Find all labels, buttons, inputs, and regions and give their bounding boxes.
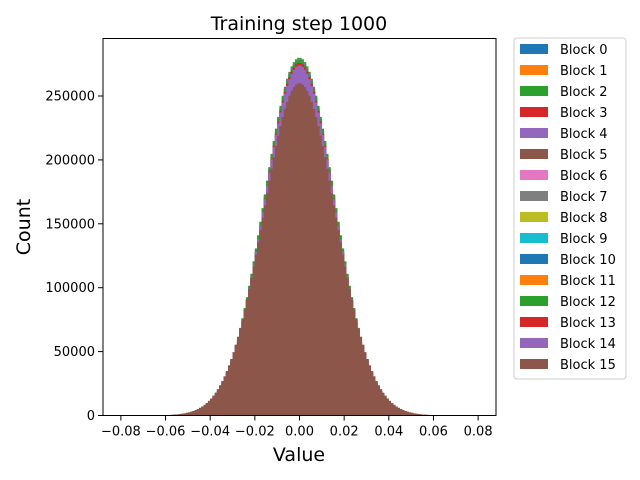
y-tick-label: 50000 (54, 345, 95, 360)
y-tick-label: 200000 (45, 153, 95, 168)
x-tick-label: −0.02 (235, 425, 275, 440)
y-axis-label: Count (13, 199, 35, 255)
histogram-series (143, 57, 456, 416)
y-tick-label: 250000 (45, 90, 95, 105)
legend-label: Block 13 (560, 316, 616, 331)
legend-label: Block 5 (560, 148, 608, 163)
legend-label: Block 6 (560, 169, 608, 184)
y-tick-label: 100000 (45, 281, 95, 296)
legend-swatch (520, 107, 548, 117)
legend-swatch (520, 128, 548, 138)
legend-label: Block 0 (560, 43, 608, 58)
legend-label: Block 10 (560, 253, 616, 268)
x-axis-label: Value (273, 444, 325, 466)
x-tick-label: 0.04 (374, 425, 403, 440)
legend-swatch (520, 191, 548, 201)
y-tick-label: 0 (87, 409, 95, 424)
legend-label: Block 14 (560, 337, 616, 352)
legend-label: Block 11 (560, 274, 616, 289)
legend-label: Block 8 (560, 211, 608, 226)
legend-swatch (520, 86, 548, 96)
plot-area (102, 38, 497, 416)
legend-label: Block 12 (560, 295, 616, 310)
chart-title: Training step 1000 (210, 13, 388, 35)
x-tick-label: −0.06 (146, 425, 186, 440)
legend-swatch (520, 275, 548, 285)
legend-swatch (520, 149, 548, 159)
x-tick-label: −0.08 (101, 425, 141, 440)
x-tick-label: 0.02 (330, 425, 359, 440)
legend: Block 0 Block 1 Block 2 Block 3 Block 4 Block… (513, 37, 627, 380)
legend-swatch (520, 359, 548, 369)
legend-swatch (520, 338, 548, 348)
legend-label: Block 4 (560, 127, 608, 142)
x-tick-label: −0.04 (190, 425, 230, 440)
x-tick-label: 0.06 (419, 425, 448, 440)
x-axis: −0.08 −0.06 −0.04 −0.02 0.00 0.02 0.04 0.06 0.08 (101, 415, 493, 440)
legend-label: Block 9 (560, 232, 608, 247)
legend-label: Block 1 (560, 64, 608, 79)
legend-swatch (520, 65, 548, 75)
legend-label: Block 7 (560, 190, 608, 205)
legend-label: Block 2 (560, 85, 608, 100)
legend-label: Block 15 (560, 358, 616, 373)
legend-swatch (520, 44, 548, 54)
legend-swatch (520, 254, 548, 264)
legend-swatch (520, 212, 548, 222)
legend-swatch (520, 233, 548, 243)
x-tick-label: 0.08 (464, 425, 493, 440)
x-tick-label: 0.00 (285, 425, 314, 440)
legend-box (513, 37, 627, 380)
y-tick-label: 150000 (45, 217, 95, 232)
legend-label: Block 3 (560, 106, 608, 121)
y-axis: 0 50000 100000 150000 200000 250000 (45, 90, 103, 424)
legend-swatch (520, 170, 548, 180)
legend-swatch (520, 317, 548, 327)
histogram-series-15 (143, 83, 456, 416)
legend-swatch (520, 296, 548, 306)
